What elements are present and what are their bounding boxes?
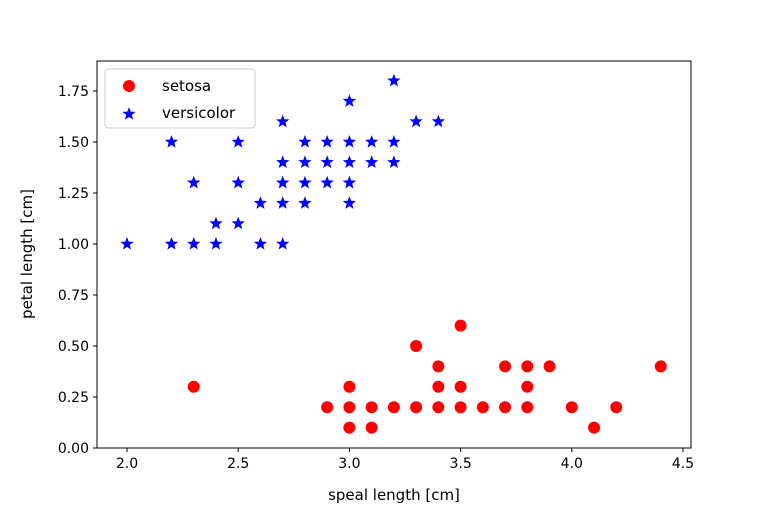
point-setosa [499,360,512,373]
point-versicolor [298,175,312,189]
point-versicolor [409,114,423,128]
point-versicolor [320,175,334,189]
point-versicolor [209,216,223,230]
point-setosa [476,401,489,414]
x-tick-label: 2.5 [227,456,249,472]
x-tick-label: 2.0 [116,456,138,472]
point-setosa [343,421,356,434]
point-setosa [321,401,334,414]
point-versicolor [209,236,223,250]
y-tick-label: 1.50 [58,135,89,151]
point-versicolor [120,236,134,250]
y-tick-label: 1.00 [58,237,89,253]
point-versicolor [276,155,290,169]
point-versicolor [387,134,401,148]
point-versicolor [320,155,334,169]
point-versicolor [187,175,201,189]
point-versicolor [231,216,245,230]
legend-label-versicolor: versicolor [162,104,236,122]
point-setosa [454,380,467,393]
point-versicolor [231,175,245,189]
point-setosa [432,401,445,414]
point-setosa [365,421,378,434]
y-tick-label: 0.50 [58,339,89,355]
point-versicolor [276,196,290,209]
point-setosa [432,360,445,373]
legend-marker-versicolor [122,107,136,120]
legend-label-setosa: setosa [162,77,211,95]
point-setosa [654,360,667,373]
point-versicolor [276,175,290,189]
point-versicolor [298,155,312,169]
point-versicolor [342,155,357,169]
point-setosa [521,360,534,373]
point-setosa [187,380,200,393]
x-tick-label: 3.0 [338,456,360,472]
x-axis-label: speal length [cm] [328,486,460,504]
point-versicolor [298,134,312,148]
point-versicolor [342,175,357,189]
point-setosa [410,339,423,352]
legend-frame [104,68,256,129]
point-versicolor [298,196,312,209]
point-versicolor [253,236,268,250]
point-setosa [343,380,356,393]
point-setosa [365,401,378,414]
point-versicolor [342,134,357,148]
x-tick-label: 4.5 [672,456,694,472]
legend: setosa versicolor [104,68,256,129]
point-setosa [610,401,623,414]
point-versicolor [342,94,357,107]
point-setosa [565,401,578,414]
point-versicolor [276,114,290,128]
point-setosa [521,380,534,393]
y-tick-label: 0.75 [58,288,89,304]
plot-area-frame [96,60,692,449]
point-versicolor [187,236,201,250]
point-versicolor [431,114,446,128]
legend-marker-setosa [123,80,135,92]
point-versicolor [164,236,179,250]
point-setosa [343,401,356,414]
point-setosa [410,401,423,414]
point-setosa [499,401,512,414]
point-setosa [543,360,556,373]
point-versicolor [364,134,379,148]
point-setosa [588,421,601,434]
y-tick-label: 0.25 [58,390,89,406]
point-versicolor [320,134,334,148]
x-tick-label: 4.0 [561,456,583,472]
y-tick-label: 1.75 [58,84,89,100]
point-setosa [454,319,467,332]
y-tick-label: 0.00 [58,441,89,457]
point-versicolor [364,155,379,169]
point-setosa [387,401,400,414]
point-versicolor [387,73,401,87]
point-setosa [454,401,467,414]
point-versicolor [231,134,245,148]
point-setosa [521,401,534,414]
point-versicolor [164,134,179,148]
x-tick-label: 3.5 [449,456,471,472]
point-setosa [432,380,445,393]
point-versicolor [276,236,290,250]
point-versicolor [342,196,357,209]
point-versicolor [253,196,268,209]
point-versicolor [387,155,401,169]
y-axis-label: petal length [cm] [18,189,36,319]
y-tick-label: 1.25 [58,186,89,202]
